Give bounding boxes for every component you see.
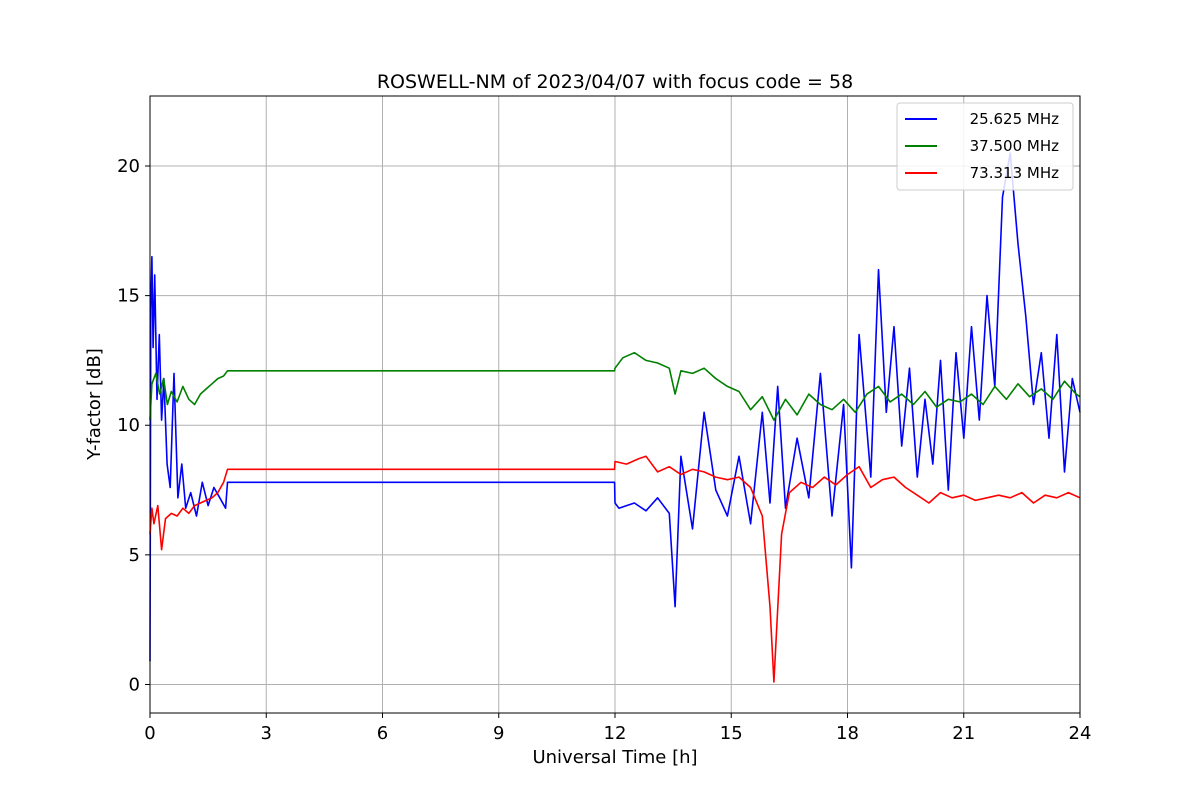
x-tick-label: 9	[493, 723, 504, 744]
x-tick-label: 21	[952, 723, 975, 744]
series-line-3	[149, 455, 1081, 683]
y-tick-label: 10	[117, 415, 140, 436]
x-tick-label: 12	[604, 723, 627, 744]
x-tick-label: 15	[720, 723, 743, 744]
x-tick-label: 6	[377, 723, 388, 744]
y-tick-label: 0	[129, 674, 140, 695]
series-line-1	[149, 152, 1081, 662]
x-tick-label: 0	[144, 723, 155, 744]
y-tick-label: 20	[117, 156, 140, 177]
x-tick-label: 3	[261, 723, 272, 744]
legend-label: 25.625 MHz	[970, 110, 1059, 128]
y-tick-label: 15	[117, 286, 140, 307]
legend-box	[896, 102, 1074, 191]
y-axis-label: Y-factor [dB]	[84, 348, 105, 461]
legend-label: 73.313 MHz	[970, 164, 1059, 182]
series-layer	[149, 152, 1081, 683]
series-line-2	[149, 351, 1081, 421]
x-axis-label: Universal Time [h]	[532, 747, 697, 768]
y-axis: 0 5 10 15 20	[117, 156, 150, 695]
legend-label: 37.500 MHz	[970, 137, 1059, 155]
legend: 25.625 MHz 37.500 MHz 73.313 MHz	[896, 102, 1074, 191]
chart-title: ROSWELL-NM of 2023/04/07 with focus code…	[377, 71, 853, 93]
x-tick-label: 24	[1069, 723, 1092, 744]
x-axis: 0 3 6 9 12 15 18 21 24	[144, 713, 1091, 744]
x-tick-label: 18	[836, 723, 859, 744]
y-tick-label: 5	[129, 545, 140, 566]
